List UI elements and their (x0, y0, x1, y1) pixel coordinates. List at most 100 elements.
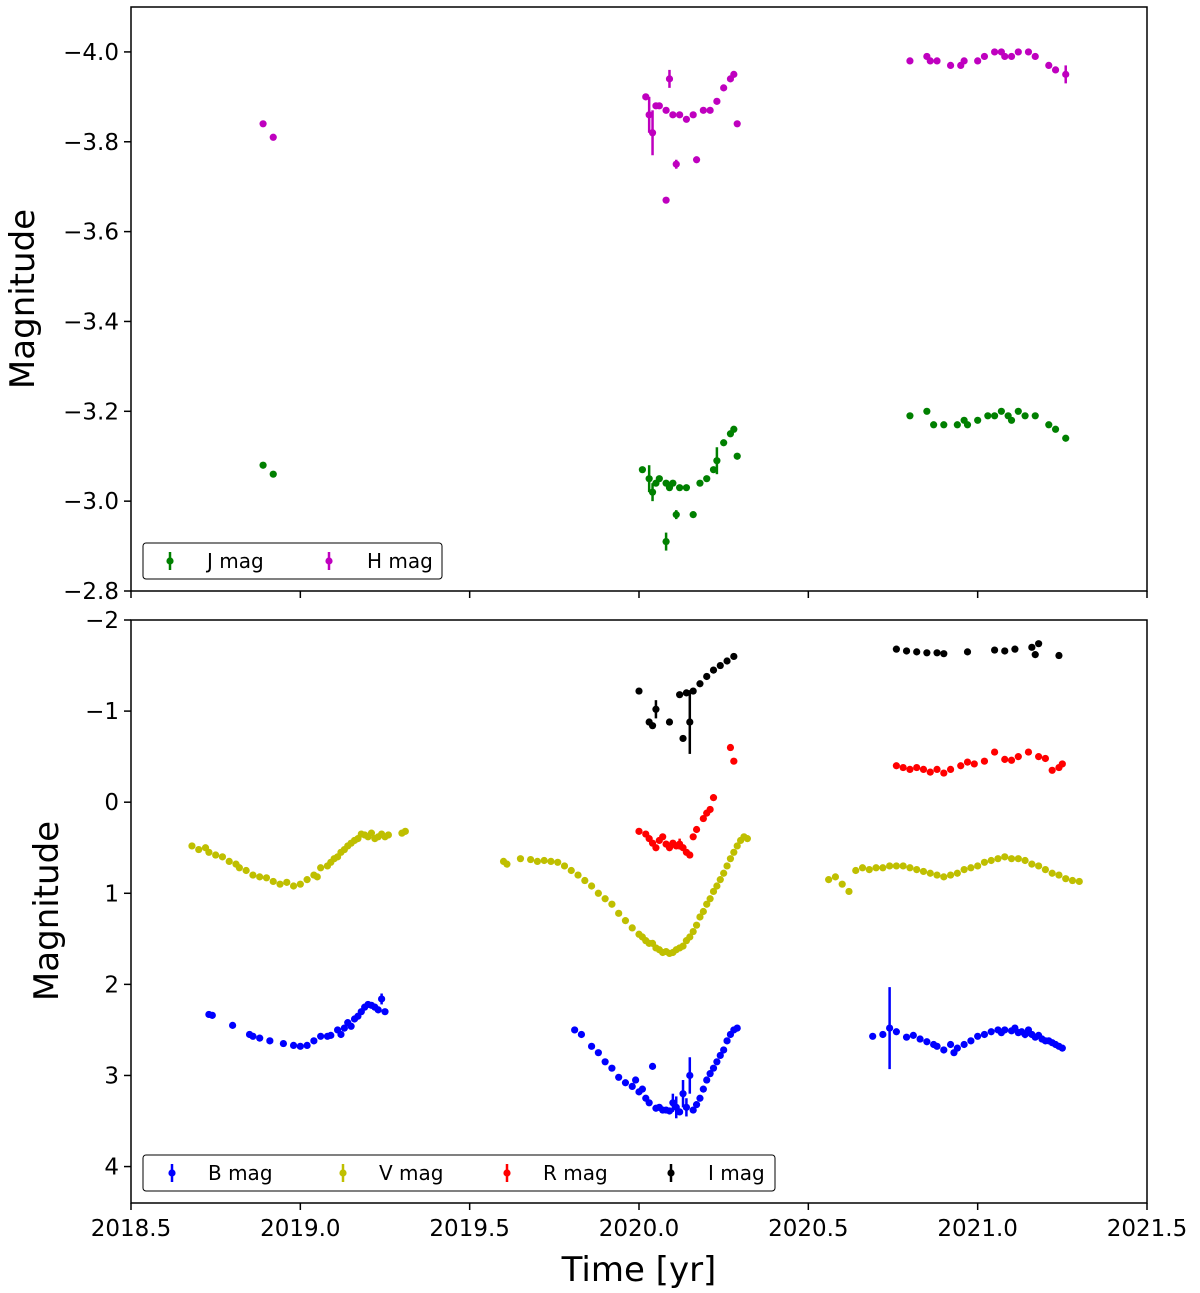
data-point (709, 666, 718, 674)
data-point (679, 734, 687, 743)
data-point (709, 887, 718, 896)
bottom-panel-y-axis: −2 −1 0 1 2 3 4 (85, 608, 131, 1181)
data-point (648, 488, 657, 496)
data-point (621, 917, 630, 925)
data-point (953, 1044, 961, 1052)
data-point (547, 857, 555, 865)
data-point (831, 873, 840, 881)
data-point (628, 1082, 636, 1090)
data-point (923, 1038, 931, 1046)
y-tick-label: 3 (104, 1063, 119, 1089)
top-panel-y-axis-label: Magnitude (3, 209, 43, 389)
x-tick-label: 2020.5 (768, 1216, 848, 1242)
data-point (679, 942, 687, 950)
data-point (974, 1032, 982, 1040)
data-point (1001, 755, 1009, 763)
legend-marker-j-mag (166, 552, 174, 570)
data-point (635, 827, 643, 835)
data-point (242, 866, 250, 875)
data-point (730, 425, 738, 433)
bottom-panel: −2 −1 0 1 2 3 4 2018.5 2019.0 2019.5 2020.0 2020.5… (27, 608, 1187, 1290)
data-point (289, 1041, 298, 1050)
data-point (1007, 52, 1016, 61)
data-point (692, 1101, 701, 1109)
series-v-mag (188, 827, 1083, 958)
data-point (1045, 61, 1053, 69)
data-point (676, 691, 684, 699)
top-panel-y-axis: −4.0 −3.8 −3.6 −3.4 −3.2 −3.0 −2.8 (63, 40, 131, 605)
y-tick-label: −3.2 (63, 399, 119, 425)
data-point (652, 705, 660, 713)
y-tick-label: 1 (104, 881, 119, 907)
data-point (902, 1033, 911, 1041)
data-point (940, 650, 948, 658)
data-point (726, 855, 735, 863)
data-point (994, 855, 1002, 863)
data-point (608, 900, 616, 908)
data-point (699, 106, 707, 114)
data-point (1028, 860, 1036, 868)
data-point (347, 1022, 355, 1030)
top-panel-data-marks (259, 48, 1070, 551)
data-point (648, 722, 657, 730)
data-point (574, 871, 582, 879)
data-point (1062, 875, 1070, 883)
data-point (933, 57, 941, 65)
data-point (699, 907, 707, 916)
data-point (378, 995, 386, 1003)
data-point (571, 1026, 579, 1034)
data-point (1021, 412, 1029, 420)
data-point (892, 762, 900, 770)
data-point (980, 858, 989, 866)
y-tick-label: −3.8 (63, 130, 119, 156)
data-point (662, 106, 670, 114)
series-j-mag (259, 407, 1070, 551)
data-point (1035, 862, 1043, 870)
data-point (1058, 1044, 1066, 1052)
data-point (709, 794, 718, 802)
data-point (743, 835, 751, 843)
data-point (1055, 651, 1063, 660)
data-point (1048, 766, 1056, 774)
data-point (554, 858, 562, 866)
data-point (696, 1094, 704, 1102)
data-point (703, 900, 711, 908)
data-point (926, 768, 934, 776)
data-point (218, 853, 227, 861)
data-point (703, 672, 711, 681)
data-point (872, 864, 880, 872)
data-point (195, 845, 203, 854)
y-tick-label: −4.0 (63, 40, 119, 66)
data-point (266, 1037, 274, 1045)
data-point (676, 1108, 684, 1116)
data-point (902, 647, 911, 655)
data-point (682, 689, 691, 697)
data-point (374, 1006, 382, 1014)
data-point (706, 895, 714, 903)
data-point (1014, 855, 1022, 863)
data-point (648, 1062, 657, 1070)
data-point (645, 475, 653, 483)
legend-marker-h-mag (325, 552, 333, 570)
data-point (933, 1042, 941, 1050)
data-point (340, 1024, 348, 1032)
data-point (1035, 640, 1043, 648)
data-point (974, 416, 982, 424)
data-point (310, 1037, 318, 1045)
series-b-mag (205, 987, 1066, 1119)
data-point (401, 827, 409, 835)
y-tick-label: 2 (104, 972, 119, 998)
data-point (913, 648, 921, 656)
y-tick-label: −2.8 (63, 579, 119, 605)
data-point (689, 1106, 697, 1114)
data-point (1001, 647, 1009, 655)
data-point (249, 871, 257, 879)
data-point (913, 763, 921, 772)
data-point (1048, 869, 1056, 877)
data-point (1001, 52, 1009, 61)
data-point (313, 873, 321, 881)
data-point (587, 882, 596, 890)
data-point (665, 1107, 674, 1115)
data-point (991, 412, 999, 420)
data-point (384, 831, 392, 839)
